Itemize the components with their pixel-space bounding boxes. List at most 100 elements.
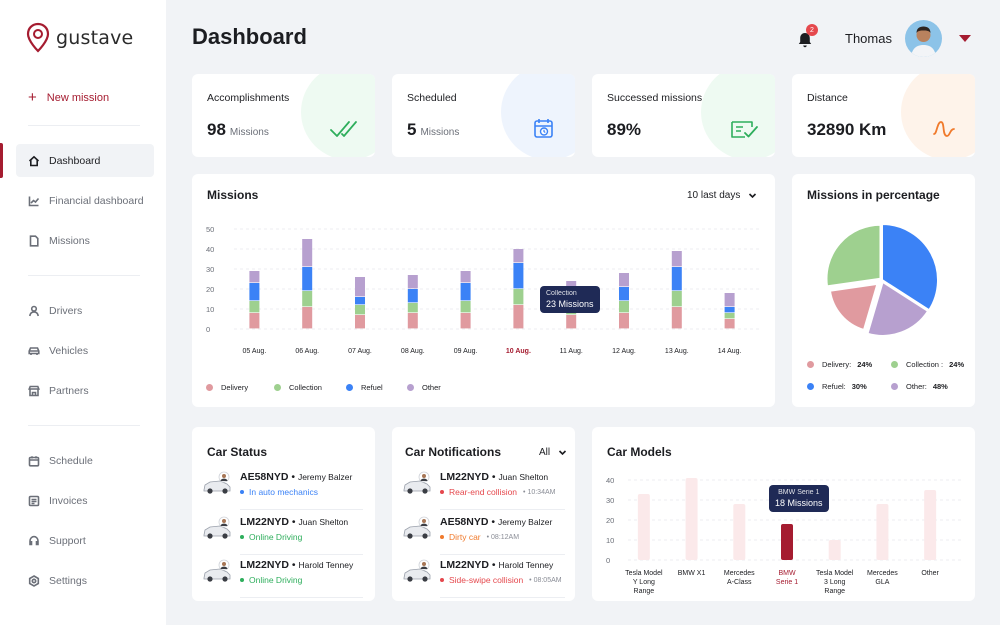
list-item[interactable]: LM22NYD • Juan Shelton Rear-end collision… — [402, 471, 555, 511]
bar[interactable] — [637, 494, 650, 560]
bar-segment-collection[interactable] — [249, 301, 260, 313]
sidebar-item-schedule[interactable]: Schedule — [16, 444, 154, 477]
bar-segment-delivery[interactable] — [724, 319, 735, 329]
bar-segment-other[interactable] — [724, 293, 735, 307]
pie-slice-refuel[interactable] — [881, 222, 939, 312]
legend-value: 24% — [949, 360, 965, 369]
sidebar-item-label: Vehicles — [49, 344, 89, 357]
x-tick-label: 14 Aug. — [718, 348, 742, 355]
bar-segment-delivery[interactable] — [671, 307, 682, 329]
bar-segment-collection[interactable] — [302, 291, 313, 307]
bar-segment-collection[interactable] — [619, 301, 629, 313]
bar[interactable] — [733, 504, 746, 560]
status-text: Online Driving — [249, 532, 303, 542]
sidebar-item-drivers[interactable]: Drivers — [16, 294, 154, 327]
calendar-clock-icon — [534, 119, 553, 138]
account-menu-caret[interactable] — [959, 35, 971, 42]
bar[interactable] — [876, 504, 889, 560]
list-item[interactable]: AE58NYD • Jeremy Balzer Dirty car • 08:12A… — [402, 516, 552, 556]
bar-segment-other[interactable] — [407, 275, 418, 289]
list-item[interactable]: LM22NYD • Harold Tenney Side-swipe collis… — [402, 559, 562, 599]
bar-segment-delivery[interactable] — [249, 313, 260, 329]
legend-label: Refuel: — [822, 382, 846, 391]
legend-label: Delivery — [221, 383, 249, 392]
chart-line-icon — [28, 196, 40, 206]
bar[interactable] — [828, 540, 841, 560]
bar-segment-refuel[interactable] — [619, 287, 629, 301]
pie-legend-delivery: Delivery: 24% — [807, 360, 872, 369]
list-item[interactable]: AE58NYD • Jeremy Balzer In auto mechanics — [202, 471, 352, 511]
bar-segment-delivery[interactable] — [566, 315, 577, 329]
legend-item-refuel: Refuel — [346, 383, 383, 392]
sidebar-item-invoices[interactable]: Invoices — [16, 484, 154, 517]
pie-slice-other[interactable] — [866, 280, 930, 337]
bar-segment-collection[interactable] — [724, 313, 735, 319]
bar-segment-delivery[interactable] — [619, 313, 629, 329]
chart-tooltip: Collection 23 Missions — [540, 286, 600, 313]
bar-segment-other[interactable] — [355, 277, 365, 297]
row-divider — [440, 554, 565, 555]
sidebar-item-label: Schedule — [49, 454, 93, 467]
period-dropdown[interactable]: 10 last days — [687, 190, 757, 201]
sidebar-item-financial-dashboard[interactable]: Financial dashboard — [16, 184, 154, 217]
bar-segment-delivery[interactable] — [460, 313, 471, 329]
notification-filter-dropdown[interactable]: All — [539, 447, 567, 458]
bar-segment-refuel[interactable] — [249, 283, 260, 301]
status-dot — [240, 535, 244, 539]
avatar[interactable] — [905, 20, 942, 57]
sidebar-item-support[interactable]: Support — [16, 524, 154, 557]
bar-segment-refuel[interactable] — [671, 267, 682, 291]
sidebar-item-label: Dashboard — [49, 154, 101, 167]
bar-segment-refuel[interactable] — [513, 263, 524, 289]
bar-segment-collection[interactable] — [460, 301, 471, 313]
bar-segment-other[interactable] — [249, 271, 260, 283]
legend-swatch — [274, 384, 281, 391]
app-logo[interactable]: gustave — [26, 22, 133, 54]
pie-slice-collection[interactable] — [825, 223, 882, 288]
bar-segment-other[interactable] — [671, 251, 682, 267]
bar-segment-collection[interactable] — [355, 305, 365, 315]
bar-segment-delivery[interactable] — [407, 313, 418, 329]
bar-segment-delivery[interactable] — [355, 315, 365, 329]
sidebar-divider — [28, 425, 140, 426]
bar-segment-refuel[interactable] — [460, 283, 471, 301]
bar-segment-other[interactable] — [513, 249, 524, 263]
bar[interactable] — [781, 524, 793, 560]
bar-segment-refuel[interactable] — [724, 307, 735, 313]
separator: • — [489, 471, 499, 483]
list-item-body: LM22NYD • Juan Shelton Rear-end collision… — [440, 471, 555, 497]
sidebar-item-label: Invoices — [49, 494, 88, 507]
sidebar-item-settings[interactable]: Settings — [16, 564, 154, 597]
bar-segment-other[interactable] — [302, 239, 313, 267]
user-name[interactable]: Thomas — [845, 31, 892, 46]
bar-segment-refuel[interactable] — [355, 297, 365, 305]
card-title: Car Status — [207, 445, 268, 459]
bar[interactable] — [685, 478, 698, 560]
bar-segment-delivery[interactable] — [513, 305, 524, 329]
bar-segment-refuel[interactable] — [302, 267, 313, 291]
x-tick-label: 12 Aug. — [612, 348, 636, 355]
new-mission-button[interactable]: + New mission — [28, 90, 109, 105]
bar-segment-other[interactable] — [460, 271, 471, 283]
legend-item-delivery: Delivery — [206, 383, 248, 392]
bell-icon[interactable] — [795, 30, 815, 50]
status-dot — [440, 535, 444, 539]
missions-chart-card: Missions 10 last days 0 10 20 30 40 50 05 Aug.… — [192, 174, 775, 407]
list-item[interactable]: LM22NYD • Juan Shelton Online Driving — [202, 516, 348, 556]
list-item[interactable]: LM22NYD • Harold Tenney Online Driving — [202, 559, 353, 599]
bar-segment-other[interactable] — [619, 273, 629, 287]
sidebar-item-vehicles[interactable]: Vehicles — [16, 334, 154, 367]
x-tick-label: Mercedes — [867, 570, 898, 577]
pie-slice-delivery[interactable] — [828, 282, 879, 332]
bar-segment-collection[interactable] — [407, 303, 418, 313]
bar-segment-refuel[interactable] — [407, 289, 418, 303]
bar-segment-collection[interactable] — [513, 289, 524, 305]
bar[interactable] — [924, 490, 937, 560]
sidebar-item-missions[interactable]: Missions — [16, 224, 154, 257]
bar-segment-delivery[interactable] — [302, 307, 313, 329]
sidebar-item-dashboard[interactable]: Dashboard — [16, 144, 154, 177]
sidebar-item-label: Drivers — [49, 304, 83, 317]
legend-label: Other: — [906, 382, 927, 391]
sidebar-item-partners[interactable]: Partners — [16, 374, 154, 407]
bar-segment-collection[interactable] — [671, 291, 682, 307]
